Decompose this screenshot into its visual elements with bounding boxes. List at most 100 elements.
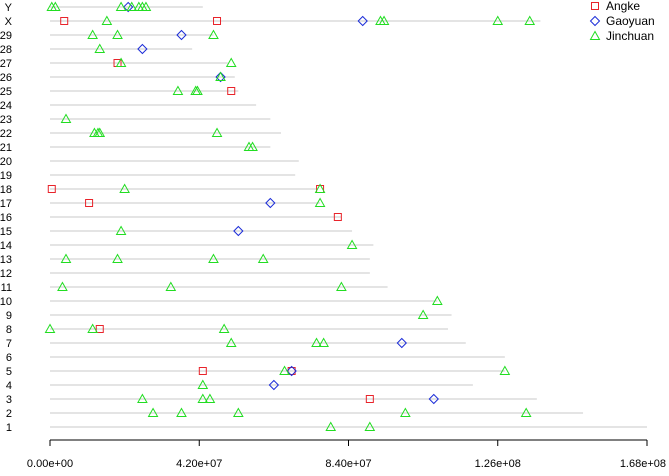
- y-tick-label-22: 22: [0, 128, 12, 140]
- jinchuan-point-chr-2: [176, 407, 187, 417]
- jinchuan-point-chr-y: [115, 1, 127, 11]
- y-axis: 1234567891011121314151617181920212223242…: [0, 2, 13, 434]
- x-tick-label: 4.20e+07: [176, 458, 222, 470]
- jinchuan-point-chr-13: [208, 253, 219, 263]
- data-points: [44, 1, 536, 431]
- y-tick-label-24: 24: [0, 100, 12, 112]
- gaoyuan-point-chr-y: [122, 1, 134, 13]
- chromosome-lines: [50, 6, 647, 428]
- gaoyuan-point-chr-7: [396, 337, 408, 349]
- y-tick-label-26: 26: [0, 72, 12, 84]
- y-tick-label-5: 5: [6, 366, 12, 378]
- angke-point-chr-16: [333, 213, 342, 221]
- jinchuan-point-chr-13: [60, 253, 72, 263]
- jinchuan-point-chr-10: [431, 295, 443, 305]
- gaoyuan-point-chr-28: [137, 43, 148, 55]
- jinchuan-point-chr-18: [314, 183, 326, 193]
- jinchuan-point-chr-27: [225, 57, 237, 67]
- jinchuan-point-chr-x: [378, 15, 390, 25]
- jinchuan-point-chr-13: [112, 253, 123, 263]
- y-tick-label-4: 4: [6, 380, 12, 392]
- jinchuan-point-chr-5: [499, 365, 511, 375]
- jinchuan-point-chr-5: [279, 365, 290, 375]
- jinchuan-point-chr-x: [524, 15, 536, 25]
- gaoyuan-point-chr-x: [357, 15, 368, 27]
- jinchuan-point-chr-y: [140, 1, 152, 11]
- jinchuan-point-chr-11: [165, 281, 177, 291]
- legend-marker-angke: [591, 2, 599, 10]
- x-tick-label: 1.68e+08: [620, 458, 666, 470]
- jinchuan-point-chr-x: [101, 15, 113, 25]
- y-tick-label-12: 12: [0, 268, 12, 280]
- angke-point-chr-25: [227, 87, 236, 95]
- angke-point-chr-5: [287, 367, 296, 375]
- y-tick-label-2: 2: [6, 408, 12, 420]
- series-jinchuan: [44, 1, 536, 431]
- gaoyuan-point-chr-5: [286, 365, 297, 377]
- y-tick-label-1: 1: [6, 422, 12, 434]
- jinchuan-point-chr-29: [208, 29, 219, 39]
- jinchuan-point-chr-8: [87, 323, 98, 333]
- jinchuan-point-chr-8: [44, 323, 56, 333]
- angke-point-chr-18: [47, 185, 56, 193]
- jinchuan-point-chr-2: [520, 407, 532, 417]
- y-tick-label-8: 8: [6, 324, 12, 336]
- jinchuan-point-chr-4: [197, 379, 209, 389]
- gaoyuan-point-chr-29: [176, 29, 187, 41]
- jinchuan-point-chr-28: [94, 43, 106, 53]
- jinchuan-point-chr-25: [192, 85, 203, 95]
- gaoyuan-point-chr-3: [428, 393, 439, 405]
- y-tick-label-25: 25: [0, 86, 12, 98]
- angke-point-chr-x: [60, 17, 69, 25]
- jinchuan-point-chr-11: [57, 281, 68, 291]
- jinchuan-point-chr-22: [211, 127, 223, 137]
- jinchuan-point-chr-14: [346, 239, 358, 249]
- y-tick-label-23: 23: [0, 114, 12, 126]
- jinchuan-point-chr-11: [336, 281, 347, 291]
- jinchuan-point-chr-26: [215, 71, 226, 81]
- angke-point-chr-5: [198, 367, 207, 375]
- jinchuan-point-chr-15: [115, 225, 127, 235]
- gaoyuan-point-chr-4: [268, 379, 280, 391]
- jinchuan-point-chr-x: [492, 15, 504, 25]
- y-tick-label-29: 29: [0, 30, 12, 42]
- legend-label-angke: Angke: [606, 0, 640, 13]
- y-tick-label-20: 20: [0, 156, 12, 168]
- y-tick-label-3: 3: [6, 394, 12, 406]
- jinchuan-point-chr-y: [126, 1, 138, 11]
- y-tick-label-13: 13: [0, 254, 12, 266]
- angke-point-chr-3: [365, 395, 374, 403]
- angke-point-chr-x: [213, 17, 222, 25]
- y-tick-label-28: 28: [0, 44, 12, 56]
- angke-point-chr-17: [85, 199, 94, 207]
- y-tick-label-17: 17: [0, 198, 12, 210]
- y-tick-label-21: 21: [0, 142, 12, 154]
- y-tick-label-9: 9: [6, 310, 12, 322]
- jinchuan-point-chr-1: [364, 421, 376, 431]
- y-tick-label-18: 18: [0, 184, 12, 196]
- jinchuan-point-chr-2: [400, 407, 411, 417]
- jinchuan-point-chr-2: [232, 407, 244, 417]
- jinchuan-point-chr-23: [60, 113, 72, 123]
- jinchuan-point-chr-7: [318, 337, 329, 347]
- y-tick-label-27: 27: [0, 58, 12, 70]
- gaoyuan-point-chr-15: [233, 225, 244, 237]
- jinchuan-point-chr-7: [225, 337, 237, 347]
- jinchuan-point-chr-1: [325, 421, 337, 431]
- jinchuan-point-chr-17: [314, 197, 326, 207]
- y-tick-label-15: 15: [0, 226, 12, 238]
- jinchuan-point-chr-25: [172, 85, 184, 95]
- series-angke: [47, 17, 374, 403]
- y-tick-label-x: X: [5, 16, 13, 28]
- x-axis: 0.00e+00 4.20e+07 8.40e+07 1.26e+08 1.68e+08: [27, 439, 666, 470]
- legend-label-jinchuan: Jinchuan: [606, 29, 654, 43]
- x-tick-label: 8.40e+07: [325, 458, 371, 470]
- jinchuan-point-chr-29: [112, 29, 123, 39]
- y-tick-label-19: 19: [0, 170, 12, 182]
- jinchuan-point-chr-13: [257, 253, 269, 263]
- y-tick-label-14: 14: [0, 240, 12, 252]
- jinchuan-point-chr-3: [137, 393, 148, 403]
